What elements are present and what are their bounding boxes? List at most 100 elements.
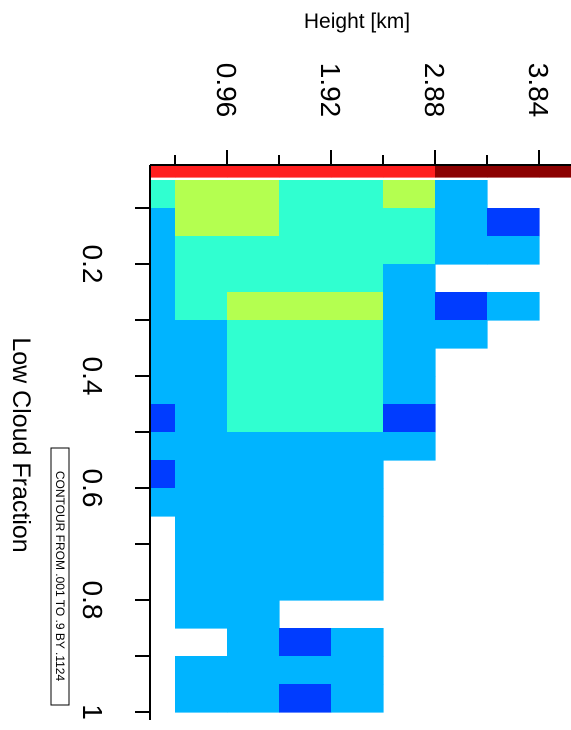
height-tick-label: 2.88 bbox=[419, 63, 450, 118]
contour-annotation: CONTOUR FROM .001 TO .9 BY .1124 bbox=[50, 447, 70, 706]
heatmap-cell bbox=[487, 165, 540, 178]
heatmap-cell bbox=[331, 292, 384, 321]
heatmap-cell bbox=[331, 572, 384, 601]
heatmap-cell bbox=[331, 544, 384, 573]
height-axis-title: Height [km] bbox=[304, 10, 410, 33]
fraction-axis-title: Low Cloud Fraction bbox=[7, 337, 35, 552]
heatmap-cell bbox=[227, 516, 280, 545]
heatmap-cell bbox=[331, 348, 384, 377]
heatmap-cell bbox=[279, 292, 332, 321]
heatmap-cell bbox=[279, 488, 332, 517]
heatmap-cell bbox=[383, 165, 436, 178]
heatmap-cell bbox=[150, 264, 176, 293]
heatmap-cell bbox=[383, 292, 436, 321]
heatmap-cell bbox=[175, 376, 228, 405]
heatmap-cell bbox=[150, 460, 176, 489]
heatmap-cell bbox=[150, 432, 176, 461]
heatmap-cell bbox=[227, 208, 280, 237]
heatmap-cell bbox=[331, 180, 384, 209]
fraction-tick-label: 0.4 bbox=[77, 357, 108, 396]
fraction-tick-label: 0.2 bbox=[77, 245, 108, 284]
heatmap-cell bbox=[383, 208, 436, 237]
heatmap-cell bbox=[279, 320, 332, 349]
heatmap-cell bbox=[175, 600, 228, 629]
heatmap-cell bbox=[175, 544, 228, 573]
heatmap-cell bbox=[150, 320, 176, 349]
heatmap-cell bbox=[487, 236, 540, 265]
heatmap-cell bbox=[331, 404, 384, 433]
annotation-text: CONTOUR FROM .001 TO .9 BY .1124 bbox=[53, 471, 67, 682]
heatmap-cell bbox=[279, 432, 332, 461]
heatmap-cell bbox=[331, 264, 384, 293]
heatmap-cell bbox=[227, 264, 280, 293]
fraction-tick-label: 1 bbox=[77, 704, 108, 720]
heatmap-cell bbox=[150, 165, 176, 178]
heatmap-cell bbox=[175, 684, 228, 713]
heatmap-cell bbox=[175, 572, 228, 601]
heatmap-cell bbox=[227, 376, 280, 405]
heatmap-cell bbox=[435, 165, 488, 178]
heatmap-cell bbox=[150, 180, 176, 209]
heatmap-cell bbox=[435, 292, 488, 321]
heatmap-cell bbox=[539, 165, 571, 178]
heatmap-cell bbox=[279, 460, 332, 489]
heatmap-cell bbox=[227, 404, 280, 433]
heatmap-cell bbox=[227, 544, 280, 573]
heatmap-cell bbox=[279, 180, 332, 209]
heatmap-cell bbox=[383, 180, 436, 209]
heatmap-cell bbox=[227, 348, 280, 377]
heatmap-cell bbox=[175, 432, 228, 461]
heatmap-cell bbox=[383, 432, 436, 461]
heatmap-cell bbox=[227, 684, 280, 713]
heatmap-cell bbox=[331, 320, 384, 349]
heatmap-cell bbox=[150, 488, 176, 517]
heatmap-cell bbox=[150, 348, 176, 377]
heatmap-cell bbox=[227, 488, 280, 517]
heatmap-cell bbox=[279, 404, 332, 433]
heatmap-cell bbox=[227, 460, 280, 489]
heatmap-cell bbox=[435, 320, 488, 349]
heatmap-cell bbox=[227, 628, 280, 657]
heatmap-cell bbox=[279, 684, 332, 713]
heatmap-cell bbox=[175, 320, 228, 349]
heatmap-cells bbox=[150, 165, 571, 713]
heatmap-cell bbox=[279, 572, 332, 601]
heatmap-cell bbox=[279, 264, 332, 293]
heatmap-cell bbox=[279, 236, 332, 265]
heatmap-cell bbox=[279, 208, 332, 237]
heatmap-cell bbox=[331, 516, 384, 545]
heatmap-cell bbox=[175, 460, 228, 489]
heatmap-cell bbox=[331, 432, 384, 461]
heatmap-cell bbox=[150, 236, 176, 265]
height-tick-label: 1.92 bbox=[315, 63, 346, 118]
heatmap-cell bbox=[383, 264, 436, 293]
heatmap-cell bbox=[227, 165, 280, 178]
heatmap-cell bbox=[175, 208, 228, 237]
heatmap-cell bbox=[331, 376, 384, 405]
heatmap-cell bbox=[279, 516, 332, 545]
heatmap-cell bbox=[331, 628, 384, 657]
heatmap-cell bbox=[435, 208, 488, 237]
heatmap-cell bbox=[227, 432, 280, 461]
heatmap-cell bbox=[331, 165, 384, 178]
heatmap-cell bbox=[331, 684, 384, 713]
heatmap-cell bbox=[150, 404, 176, 433]
heatmap-cell bbox=[383, 404, 436, 433]
heatmap-cell bbox=[331, 656, 384, 685]
heatmap-cell bbox=[487, 292, 540, 321]
heatmap-cell bbox=[227, 292, 280, 321]
heatmap-cell bbox=[279, 544, 332, 573]
heatmap-cell bbox=[279, 656, 332, 685]
heatmap-cell bbox=[279, 376, 332, 405]
heatmap-cell bbox=[331, 208, 384, 237]
heatmap-cell bbox=[383, 348, 436, 377]
heatmap-cell bbox=[175, 292, 228, 321]
heatmap-cell bbox=[150, 208, 176, 237]
heatmap-cell bbox=[227, 600, 280, 629]
heatmap-cell bbox=[227, 320, 280, 349]
heatmap-cell bbox=[383, 320, 436, 349]
heatmap-cell bbox=[175, 404, 228, 433]
fraction-tick-label: 0.8 bbox=[77, 581, 108, 620]
heatmap-cell bbox=[227, 572, 280, 601]
heatmap-cell bbox=[487, 208, 540, 237]
